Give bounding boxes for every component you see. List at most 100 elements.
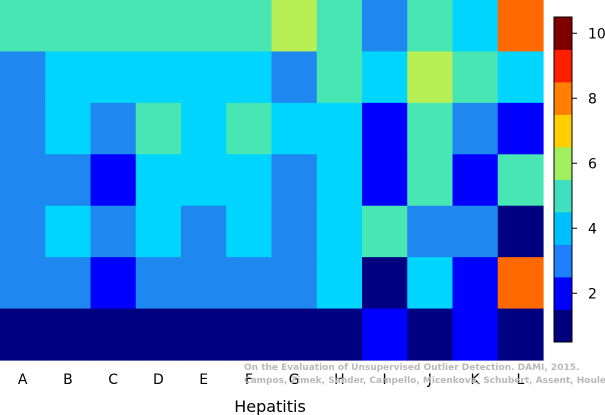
colorbar-segment-6 [554, 147, 572, 180]
heatmap-cell-B-7 [45, 308, 92, 361]
colorbar-segment-5 [554, 179, 572, 213]
heatmap-cell-K-4 [452, 154, 499, 207]
heatmap-cell-E-1 [181, 0, 227, 53]
heatmap-cell-D-7 [135, 308, 182, 361]
heatmap-cell-C-5 [90, 205, 137, 258]
heatmap-cell-D-1 [135, 0, 182, 53]
heatmap-cell-J-4 [407, 154, 454, 207]
heatmap-cell-E-2 [181, 51, 227, 104]
heatmap-cell-G-3 [271, 102, 318, 155]
heatmap-cell-B-5 [45, 205, 92, 258]
colorbar-segment-8 [554, 82, 572, 115]
heatmap-cell-E-7 [181, 308, 227, 361]
heatmap-cell-F-4 [226, 154, 273, 207]
x-tick-A: A [18, 372, 28, 388]
colorbar-tick-label-2: 2 [588, 286, 597, 302]
x-tick-G: G [289, 372, 300, 388]
colorbar-segment-1 [554, 309, 572, 343]
heatmap-cell-F-1 [226, 0, 273, 53]
heatmap-cell-C-7 [90, 308, 137, 361]
heatmap-cell-J-5 [407, 205, 454, 258]
heatmap-cell-E-6 [181, 257, 227, 310]
heatmap-cell-C-4 [90, 154, 137, 207]
heatmap-cells [0, 0, 544, 361]
heatmap-cell-I-2 [362, 51, 408, 104]
colorbar-tick-label-4: 4 [588, 221, 597, 237]
colorbar-segment-10 [554, 17, 572, 50]
heatmap-cell-F-3 [226, 102, 273, 155]
heatmap-cell-E-3 [181, 102, 227, 155]
heatmap-cell-L-7 [497, 308, 544, 361]
colorbar-tick-label-10: 10 [588, 26, 605, 42]
heatmap-cell-G-1 [271, 0, 318, 53]
x-tick-J: J [427, 372, 432, 388]
heatmap-cell-L-5 [497, 205, 544, 258]
x-axis-label: Hepatitis [234, 397, 306, 415]
heatmap-cell-I-1 [362, 0, 408, 53]
heatmap-cell-C-6 [90, 257, 137, 310]
colorbar-segment-4 [554, 212, 572, 245]
heatmap-cell-A-6 [0, 257, 46, 310]
heatmap-cell-L-1 [497, 0, 544, 53]
heatmap-cell-K-7 [452, 308, 499, 361]
heatmap-cell-I-7 [362, 308, 408, 361]
colorbar-tick-label-8: 8 [588, 91, 597, 107]
heatmap-cell-D-2 [135, 51, 182, 104]
heatmap-cell-H-6 [316, 257, 363, 310]
x-tick-C: C [108, 372, 118, 388]
heatmap-cell-H-1 [316, 0, 363, 53]
heatmap-cell-A-3 [0, 102, 46, 155]
heatmap-cell-B-2 [45, 51, 92, 104]
heatmap-cell-H-7 [316, 308, 363, 361]
heatmap-cell-G-5 [271, 205, 318, 258]
heatmap-cell-A-1 [0, 0, 46, 53]
heatmap-cell-I-6 [362, 257, 408, 310]
heatmap-cell-F-5 [226, 205, 273, 258]
heatmap-cell-J-6 [407, 257, 454, 310]
x-tick-L: L [516, 372, 524, 388]
heatmap-cell-I-3 [362, 102, 408, 155]
heatmap-cell-B-1 [45, 0, 92, 53]
heatmap-cell-A-5 [0, 205, 46, 258]
heatmap-cell-K-2 [452, 51, 499, 104]
heatmap-cell-G-6 [271, 257, 318, 310]
heatmap-cell-F-7 [226, 308, 273, 361]
heatmap-cell-I-4 [362, 154, 408, 207]
heatmap-cell-F-2 [226, 51, 273, 104]
heatmap-cell-A-7 [0, 308, 46, 361]
colorbar-segment-2 [554, 277, 572, 310]
x-tick-I: I [383, 372, 387, 388]
heatmap-cell-L-3 [497, 102, 544, 155]
colorbar-segment-3 [554, 244, 572, 278]
heatmap-cell-B-4 [45, 154, 92, 207]
heatmap-cell-G-2 [271, 51, 318, 104]
x-tick-F: F [245, 372, 253, 388]
heatmap-cell-K-1 [452, 0, 499, 53]
colorbar-frame [553, 16, 573, 343]
colorbar [553, 16, 573, 343]
heatmap-cell-J-3 [407, 102, 454, 155]
heatmap-cell-J-2 [407, 51, 454, 104]
heatmap-cell-D-4 [135, 154, 182, 207]
heatmap-cell-J-7 [407, 308, 454, 361]
heatmap-cell-C-3 [90, 102, 137, 155]
heatmap-cell-G-4 [271, 154, 318, 207]
colorbar-tick-label-6: 6 [588, 156, 597, 172]
heatmap-cell-B-6 [45, 257, 92, 310]
heatmap-cell-H-2 [316, 51, 363, 104]
heatmap-cell-B-3 [45, 102, 92, 155]
heatmap-cell-E-5 [181, 205, 227, 258]
heatmap-cell-K-5 [452, 205, 499, 258]
colorbar-segment-9 [554, 49, 572, 83]
heatmap-cell-C-2 [90, 51, 137, 104]
colorbar-ticks: 2 4 6 8 10 [572, 26, 605, 302]
x-tick-K: K [471, 372, 481, 388]
heatmap-cell-F-6 [226, 257, 273, 310]
colorbar-segment-7 [554, 114, 572, 148]
x-tick-E: E [199, 372, 208, 388]
heatmap-cell-K-3 [452, 102, 499, 155]
heatmap-cell-G-7 [271, 308, 318, 361]
annotation-line-2: Campos, Zimek, Sander, Campello, Micenko… [244, 376, 605, 386]
heatmap-cell-D-5 [135, 205, 182, 258]
